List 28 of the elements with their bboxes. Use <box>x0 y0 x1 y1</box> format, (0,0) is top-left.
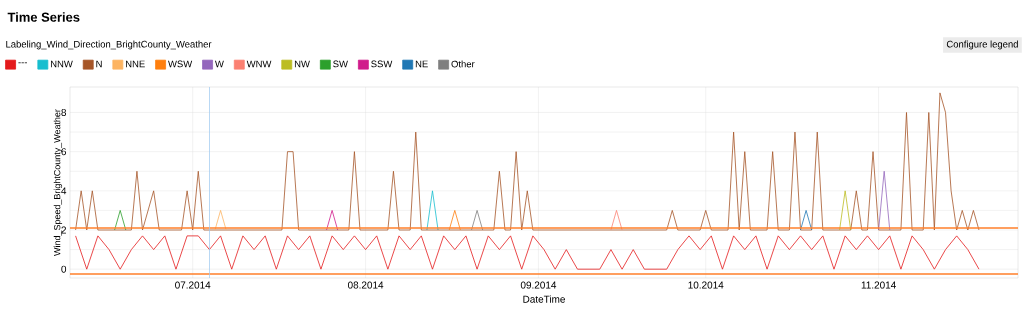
y-tick-label: 6 <box>61 148 67 156</box>
legend-label: WSW <box>168 60 193 68</box>
chart-title: Time Series <box>7 12 80 22</box>
y-tick-label: 2 <box>61 226 66 234</box>
x-axis-title: DateTime <box>523 295 565 303</box>
y-tick-label: 4 <box>61 187 67 195</box>
legend-title: Labeling_Wind_Direction_BrightCounty_Weather <box>6 40 212 50</box>
y-tick-label: 0 <box>61 265 67 273</box>
legend-label: NW <box>294 60 310 68</box>
legend-label: NNW <box>51 60 73 68</box>
x-tick-label: 07.2014 <box>175 281 211 289</box>
x-tick-label: 11.2014 <box>861 281 896 289</box>
x-tick-label: 10.2014 <box>688 281 724 289</box>
x-tick-label: 08.2014 <box>347 281 384 289</box>
line-series <box>75 92 980 231</box>
legend-label: WNW <box>246 60 272 68</box>
y-axis-title: Wind_Speed_BrightCounty_Weather <box>53 109 63 256</box>
x-tick-label: 09.2014 <box>520 281 557 289</box>
text: Configure legend <box>946 40 1018 50</box>
legend-label: --- <box>18 62 28 64</box>
legend-label: SW <box>333 60 348 68</box>
legend-label: N <box>96 60 102 68</box>
legend-label: Other <box>451 60 475 68</box>
legend-label: NNE <box>126 60 145 68</box>
legend-label: W <box>215 60 224 68</box>
legend-label: SSW <box>371 60 393 68</box>
y-tick-label: 8 <box>61 108 67 116</box>
legend-label: NE <box>415 60 428 68</box>
